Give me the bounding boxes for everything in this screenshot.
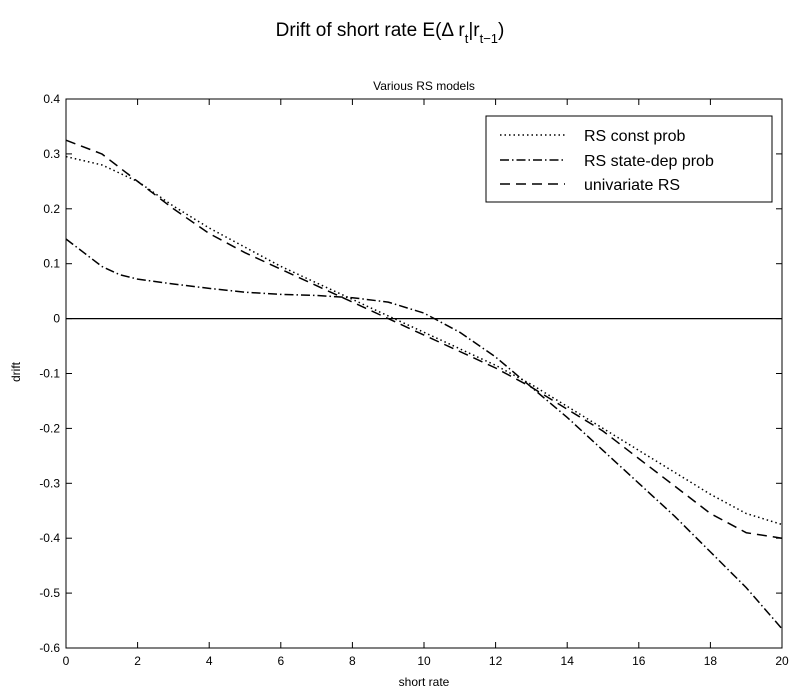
x-tick-label: 12 xyxy=(489,654,503,668)
x-tick-label: 16 xyxy=(632,654,646,668)
y-tick-label: 0 xyxy=(53,312,60,326)
figure-title: Drift of short rate E(Δ rt|rt−1) xyxy=(276,20,505,46)
y-tick-label: 0.2 xyxy=(43,202,60,216)
y-tick-label: -0.3 xyxy=(39,476,60,490)
x-axis-label: short rate xyxy=(399,675,450,689)
legend-box xyxy=(485,115,773,203)
figure-title-sub-t: t xyxy=(465,31,469,46)
legend-label-rs-const-prob: RS const prob xyxy=(584,128,685,145)
y-tick-label: -0.6 xyxy=(39,641,60,655)
figure-title-main: Drift of short rate E(Δ r xyxy=(276,20,466,41)
x-tick-label: 4 xyxy=(206,654,213,668)
y-tick-label: -0.2 xyxy=(39,421,60,435)
x-tick-label: 14 xyxy=(561,654,575,668)
legend-label-univariate-rs: univariate RS xyxy=(584,177,680,194)
y-tick-label: -0.1 xyxy=(39,367,60,381)
series-line-rs-const-prob xyxy=(65,155,783,526)
series-line-rs-state-dep-prob xyxy=(65,238,783,630)
legend: RS const prob RS state-dep prob univaria… xyxy=(485,115,773,203)
axis-ticks: 0 2 4 6 8 10 12 14 16 18 20 -0.6 -0.5 -0.4 -0.3 -0.2 -0.… xyxy=(39,92,789,668)
x-tick-label: 20 xyxy=(775,654,789,668)
legend-label-rs-state-dep-prob: RS state-dep prob xyxy=(584,153,714,170)
x-tick-label: 18 xyxy=(704,654,718,668)
x-tick-label: 6 xyxy=(277,654,284,668)
x-tick-label: 2 xyxy=(134,654,141,668)
x-tick-label: 0 xyxy=(63,654,70,668)
y-tick-label: 0.1 xyxy=(43,257,60,271)
series-lines xyxy=(65,139,783,630)
figure-title-close: ) xyxy=(498,20,504,41)
x-tick-label: 10 xyxy=(417,654,431,668)
y-tick-label: 0.4 xyxy=(43,92,60,106)
y-axis-label: drift xyxy=(9,361,23,382)
series-line-univariate-rs xyxy=(65,139,783,539)
x-tick-label: 8 xyxy=(349,654,356,668)
chart-subtitle: Various RS models xyxy=(373,79,475,93)
y-tick-label: -0.4 xyxy=(39,531,60,545)
figure-title-bar-r: |r xyxy=(468,20,480,41)
y-tick-label: 0.3 xyxy=(43,147,60,161)
y-tick-label: -0.5 xyxy=(39,586,60,600)
figure-title-sub-t1: t−1 xyxy=(480,31,498,46)
